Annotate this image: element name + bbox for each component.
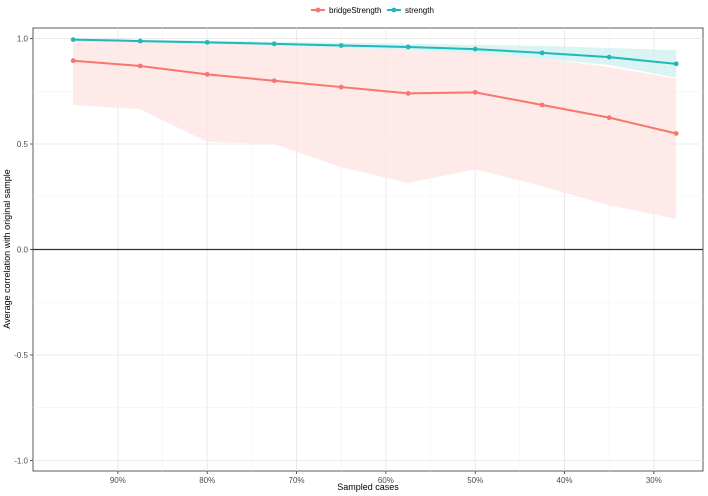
series-lines xyxy=(73,38,677,135)
x-axis-title: Sampled cases xyxy=(337,482,399,492)
line-strength xyxy=(73,38,677,65)
point-strength xyxy=(271,41,277,47)
y-axis-ticks: 1.0 0.5 0.0 -0.5 -1.0 xyxy=(14,35,33,465)
y-tick-label: 0.5 xyxy=(17,140,29,149)
point-bridgeStrength xyxy=(472,89,478,95)
point-bridgeStrength xyxy=(405,90,411,96)
legend-label-bridgeStrength: bridgeStrength xyxy=(329,6,381,15)
point-strength xyxy=(606,54,612,60)
point-strength xyxy=(673,61,679,67)
x-axis-ticks: 90% 80% 70% 60% 50% 40% 30% xyxy=(110,471,662,485)
point-bridgeStrength xyxy=(70,58,76,64)
y-tick-label: 0.0 xyxy=(17,246,29,255)
point-strength xyxy=(70,37,76,43)
legend-key-point-strength xyxy=(391,7,397,13)
point-bridgeStrength xyxy=(539,102,545,108)
point-strength xyxy=(472,46,478,52)
point-strength xyxy=(204,39,210,45)
line-bridgeStrength xyxy=(73,59,677,135)
x-tick-label: 50% xyxy=(467,476,483,485)
band-bridgeStrength xyxy=(73,39,677,219)
y-tick-label: -0.5 xyxy=(14,351,28,360)
series-points xyxy=(70,37,679,136)
y-tick-label: 1.0 xyxy=(17,35,29,44)
point-strength xyxy=(137,38,143,44)
point-strength xyxy=(539,50,545,56)
legend: bridgeStrength strength xyxy=(311,6,434,15)
band-strength xyxy=(73,38,677,78)
x-tick-label: 70% xyxy=(289,476,305,485)
x-tick-label: 80% xyxy=(199,476,215,485)
legend-key-point-bridgeStrength xyxy=(315,7,321,13)
point-bridgeStrength xyxy=(204,72,210,77)
y-tick-label: -1.0 xyxy=(14,456,28,465)
confidence-bands xyxy=(73,38,677,219)
point-bridgeStrength xyxy=(673,131,679,136)
legend-label-strength: strength xyxy=(405,6,434,15)
point-bridgeStrength xyxy=(271,78,277,84)
point-bridgeStrength xyxy=(137,63,143,69)
point-strength xyxy=(405,44,411,50)
point-bridgeStrength xyxy=(338,84,344,90)
x-tick-label: 40% xyxy=(557,476,573,485)
x-tick-label: 60% xyxy=(378,476,394,485)
x-tick-label: 30% xyxy=(646,476,662,485)
x-tick-label: 90% xyxy=(110,476,126,485)
y-axis-title: Average correlation with original sample xyxy=(2,169,12,328)
point-strength xyxy=(338,43,344,48)
point-bridgeStrength xyxy=(606,115,612,121)
